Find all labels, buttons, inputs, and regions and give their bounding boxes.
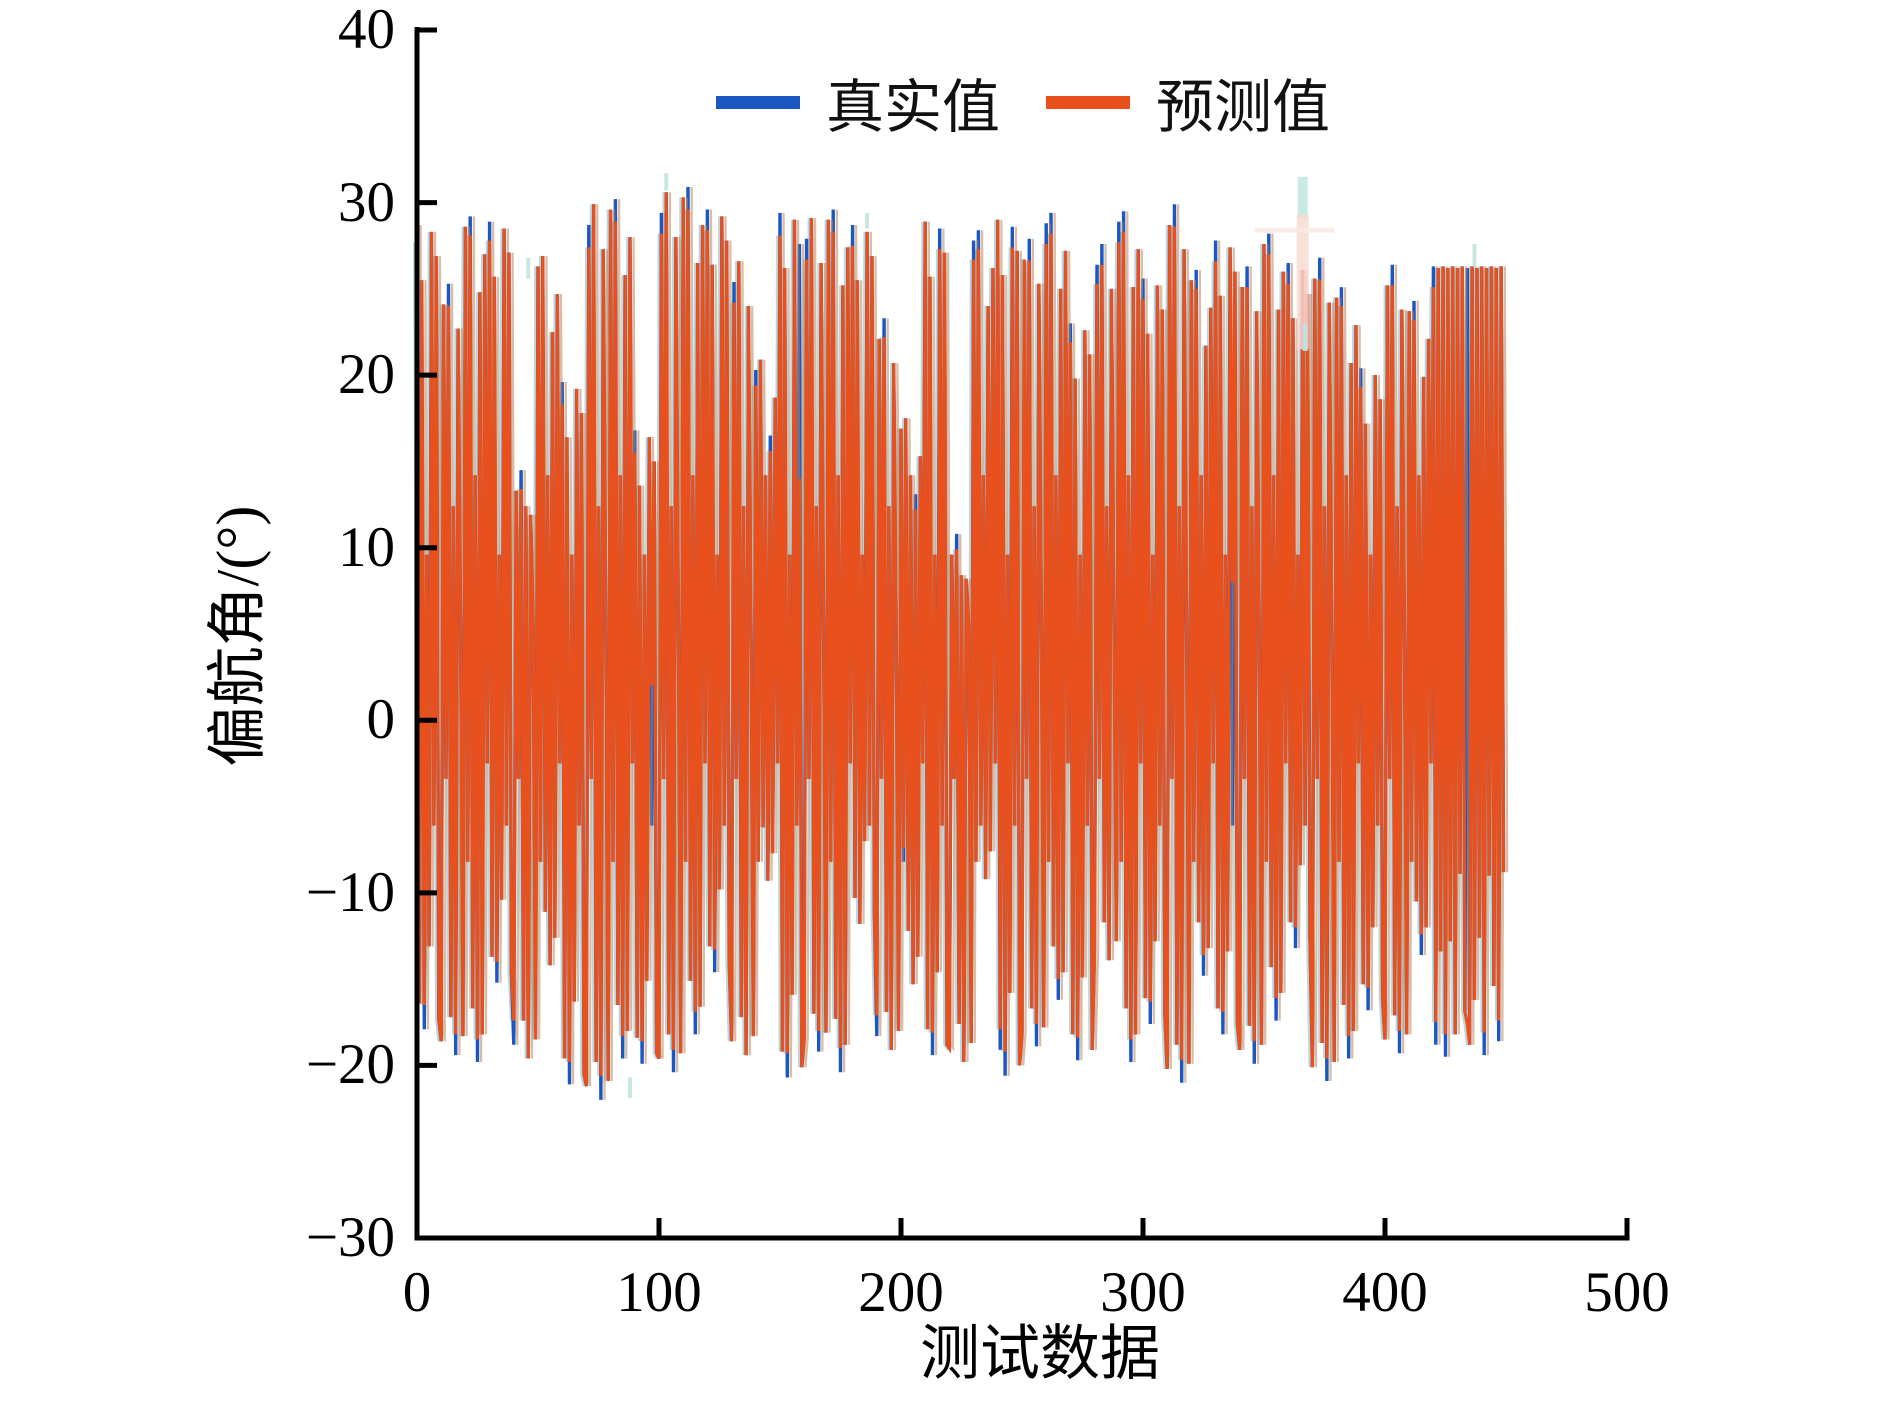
series-predicted-line [415,192,1506,1087]
legend-label-predicted: 预测值 [1156,75,1331,140]
legend: 真实值 预测值 [716,66,1330,140]
legend-swatch-true-line [716,95,800,109]
legend-label-true: 真实值 [826,75,1001,140]
legend-swatch-predicted-line [1046,95,1131,109]
